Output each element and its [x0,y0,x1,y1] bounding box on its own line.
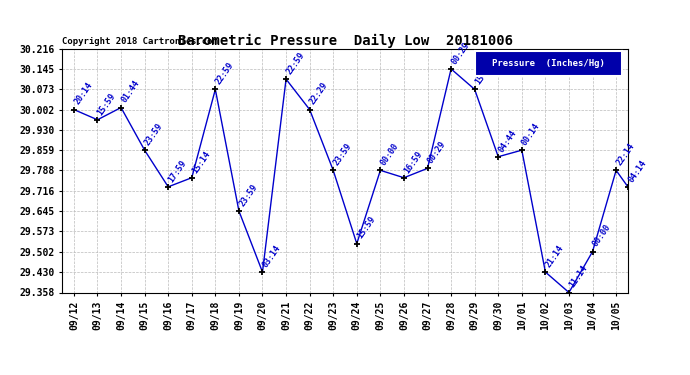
Text: 15:59: 15:59 [96,91,117,117]
Text: 15:14: 15:14 [473,61,495,86]
Text: 11:14: 11:14 [567,264,589,290]
Text: 00:00: 00:00 [379,142,400,167]
Text: 22:59: 22:59 [214,61,235,86]
Text: 23:59: 23:59 [237,182,259,208]
Text: 00:29: 00:29 [426,140,448,165]
Text: 00:14: 00:14 [520,122,542,147]
Text: 15:14: 15:14 [190,149,212,175]
Text: 04:44: 04:44 [497,128,518,154]
Text: 00:00: 00:00 [591,223,613,249]
Text: 17:59: 17:59 [166,158,188,184]
Text: 22:14: 22:14 [615,142,636,167]
Text: 23:59: 23:59 [332,142,353,167]
Text: 03:14: 03:14 [261,243,283,269]
Text: 22:29: 22:29 [308,81,330,106]
Text: 23:59: 23:59 [143,122,165,147]
Text: 15:59: 15:59 [355,215,377,241]
Text: 04:14: 04:14 [627,158,648,184]
Text: 16:59: 16:59 [402,149,424,175]
Text: Copyright 2018 Cartronics.com: Copyright 2018 Cartronics.com [62,38,218,46]
Text: 21:14: 21:14 [544,243,566,269]
Text: 22:59: 22:59 [284,51,306,76]
Text: 20:14: 20:14 [72,81,94,106]
Text: 00:29: 00:29 [449,40,471,66]
Title: Barometric Pressure  Daily Low  20181006: Barometric Pressure Daily Low 20181006 [177,33,513,48]
Text: 01:44: 01:44 [119,79,141,105]
